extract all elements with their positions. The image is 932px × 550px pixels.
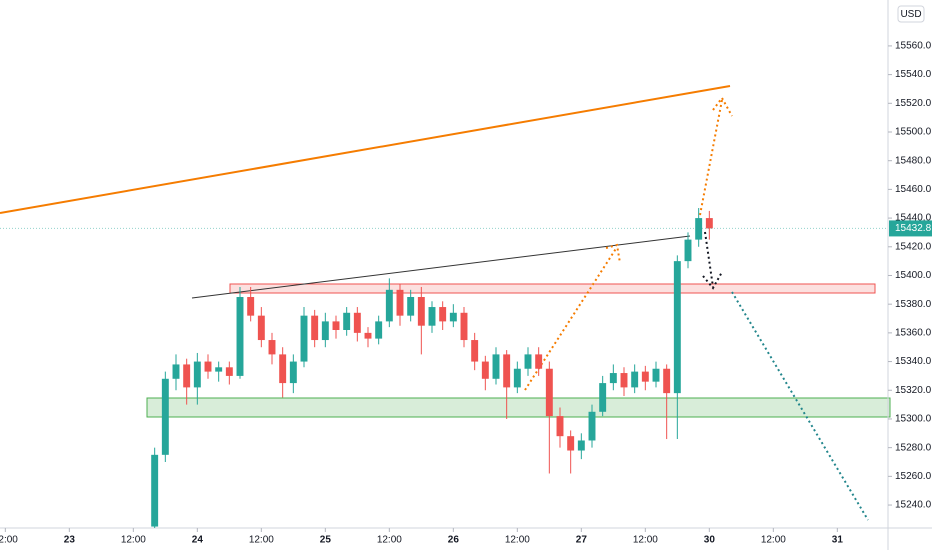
candle-body — [332, 321, 340, 330]
candle-body — [481, 361, 489, 379]
candle-body — [567, 436, 575, 451]
candle-body — [599, 383, 607, 412]
arrow — [702, 231, 723, 290]
candle-body — [321, 321, 329, 341]
candle-body — [609, 373, 617, 384]
y-tick-label: 15440.0 — [895, 213, 932, 224]
candle-body — [641, 371, 649, 382]
candle-body — [492, 354, 500, 379]
y-tick-label: 15240.0 — [895, 500, 932, 511]
y-tick-label: 15300.0 — [895, 414, 932, 425]
y-tick-label: 15360.0 — [895, 328, 932, 339]
x-tick-label: 12:00 — [505, 535, 530, 546]
y-tick-label: 15500.0 — [895, 127, 932, 138]
support-zone — [146, 397, 891, 418]
x-tick-label: 24 — [192, 535, 204, 546]
candle-body — [289, 361, 297, 384]
x-tick-label: 27 — [576, 535, 588, 546]
candle-body — [268, 340, 276, 355]
y-tick-label: 15280.0 — [895, 442, 932, 453]
black-trendline — [191, 235, 691, 299]
currency[interactable]: USD — [900, 9, 921, 20]
candle-body — [577, 440, 585, 451]
candle-body — [439, 307, 447, 322]
last-price-box — [889, 220, 932, 237]
candle-body — [311, 315, 319, 341]
arrow — [524, 243, 621, 391]
projections — [524, 96, 869, 521]
x-tick-label: 31 — [832, 535, 844, 546]
candle-body — [460, 312, 468, 341]
candle-body — [236, 297, 244, 376]
candle-body — [535, 354, 543, 369]
candle-body — [300, 315, 308, 362]
candle-body — [556, 416, 564, 437]
x-tick-label: 12:00 — [377, 535, 402, 546]
x-tick-label: 12:00 — [633, 535, 658, 546]
candle-body — [449, 312, 457, 322]
x-tick-label: 26 — [448, 535, 460, 546]
currency-box[interactable] — [897, 5, 925, 23]
x-tick-label: 30 — [704, 535, 716, 546]
candle-body — [663, 368, 671, 394]
y-tick-label: 15380.0 — [895, 299, 932, 310]
orange-trendline — [0, 85, 731, 214]
candle-body — [375, 321, 383, 339]
resistance-zone — [229, 283, 876, 294]
candle-body — [257, 315, 265, 341]
y-tick-label: 15400.0 — [895, 270, 932, 281]
candle-body — [353, 312, 361, 333]
candle-body — [343, 312, 351, 330]
x-tick-label: 12:00 — [0, 535, 18, 546]
y-tick-label: 15340.0 — [895, 356, 932, 367]
candle-body — [172, 364, 180, 379]
x-tick-label: 12:00 — [761, 535, 786, 546]
candle-body — [396, 289, 404, 316]
x-tick-label: 12:00 — [121, 535, 146, 546]
candle-body — [364, 332, 372, 339]
candle-body — [204, 361, 212, 372]
arrow — [731, 291, 869, 521]
y-tick-label: 15320.0 — [895, 385, 932, 396]
x-tick-label: 23 — [64, 535, 76, 546]
y-tick-label: 15480.0 — [895, 155, 932, 166]
candle-body — [503, 354, 511, 388]
candle-body — [471, 340, 479, 362]
candle-body — [620, 373, 628, 388]
x-tick-label: 12:00 — [249, 535, 274, 546]
candle-body — [631, 371, 639, 388]
candle-body — [652, 368, 660, 382]
candle-body — [215, 367, 223, 372]
candle-body — [193, 361, 201, 388]
candle-body — [385, 289, 393, 322]
candle-body — [705, 218, 713, 229]
y-tick-label: 15420.0 — [895, 241, 932, 252]
x-tick-label: 25 — [320, 535, 332, 546]
candle-body — [673, 261, 681, 394]
candle-body — [247, 297, 255, 316]
candle-body — [183, 364, 191, 388]
y-tick-label: 15520.0 — [895, 98, 932, 109]
y-tick-label: 15540.0 — [895, 69, 932, 80]
candle-body — [545, 368, 553, 417]
candle-body — [588, 411, 596, 441]
candle-body — [684, 239, 692, 262]
arrow — [699, 96, 733, 216]
candle-body — [428, 307, 436, 326]
candle-body — [695, 218, 703, 240]
candle-body — [524, 354, 532, 369]
candle-body — [513, 368, 521, 388]
candle-body — [407, 297, 415, 316]
candle-body — [417, 297, 425, 326]
y-tick-label: 15260.0 — [895, 471, 932, 482]
candle-body — [225, 367, 233, 376]
candle-body — [161, 378, 169, 455]
candle-body — [151, 454, 159, 527]
last-price-label: 15432.8 — [895, 223, 932, 234]
y-tick-label: 15560.0 — [895, 41, 932, 52]
candle-body — [279, 354, 287, 384]
y-tick-label: 15460.0 — [895, 184, 932, 195]
